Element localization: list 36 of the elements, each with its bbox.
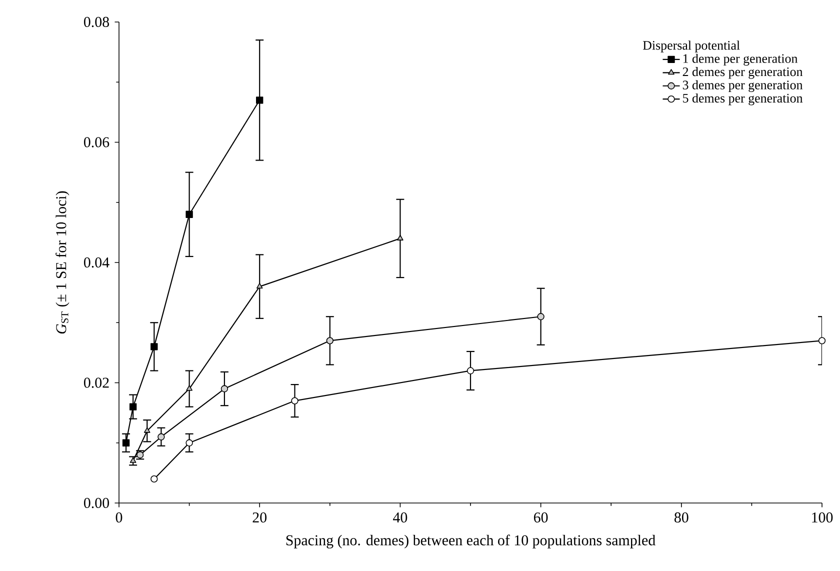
point xyxy=(150,343,158,350)
y-tick-label: 0.04 xyxy=(84,257,110,268)
point xyxy=(158,433,165,440)
x-tick-label: 40 xyxy=(393,512,408,523)
x-tick-label: 20 xyxy=(252,512,267,523)
point xyxy=(122,439,130,446)
point xyxy=(186,439,193,446)
point xyxy=(326,337,334,344)
x-tick-label: 60 xyxy=(534,512,548,523)
point xyxy=(150,475,158,483)
x-tick-label: 100 xyxy=(812,512,833,523)
point xyxy=(397,234,404,240)
legend-label: 1 deme per generation xyxy=(683,54,798,66)
point xyxy=(291,397,298,404)
point xyxy=(186,210,193,218)
y-tick-label: 0.08 xyxy=(84,16,110,28)
x-axis-title: Spacing (no. demes) between each of 10 populations sampled xyxy=(286,534,656,548)
point xyxy=(818,337,826,344)
y-axis-title: G$_{ST}$ (± 1 SE for 10 loci) xyxy=(56,191,70,334)
x-tick-label: 0 xyxy=(116,512,122,523)
point xyxy=(256,282,263,289)
legend-label: 5 demes per generation xyxy=(683,93,803,106)
x-tick-label: 80 xyxy=(674,512,688,523)
point xyxy=(129,403,137,410)
legend-title: Dispersal potential xyxy=(642,40,740,52)
point xyxy=(144,427,150,433)
y-tick-label: 0.06 xyxy=(84,137,110,148)
legend-label: 3 demes per generation xyxy=(682,80,803,92)
point xyxy=(186,385,192,391)
legend-label: 2 demes per generation xyxy=(682,67,803,79)
y-tick-label: 0.02 xyxy=(84,378,109,388)
point xyxy=(256,96,264,104)
point xyxy=(537,313,544,320)
point xyxy=(220,385,228,392)
y-tick-label: 0.00 xyxy=(84,498,110,508)
point xyxy=(466,367,474,374)
